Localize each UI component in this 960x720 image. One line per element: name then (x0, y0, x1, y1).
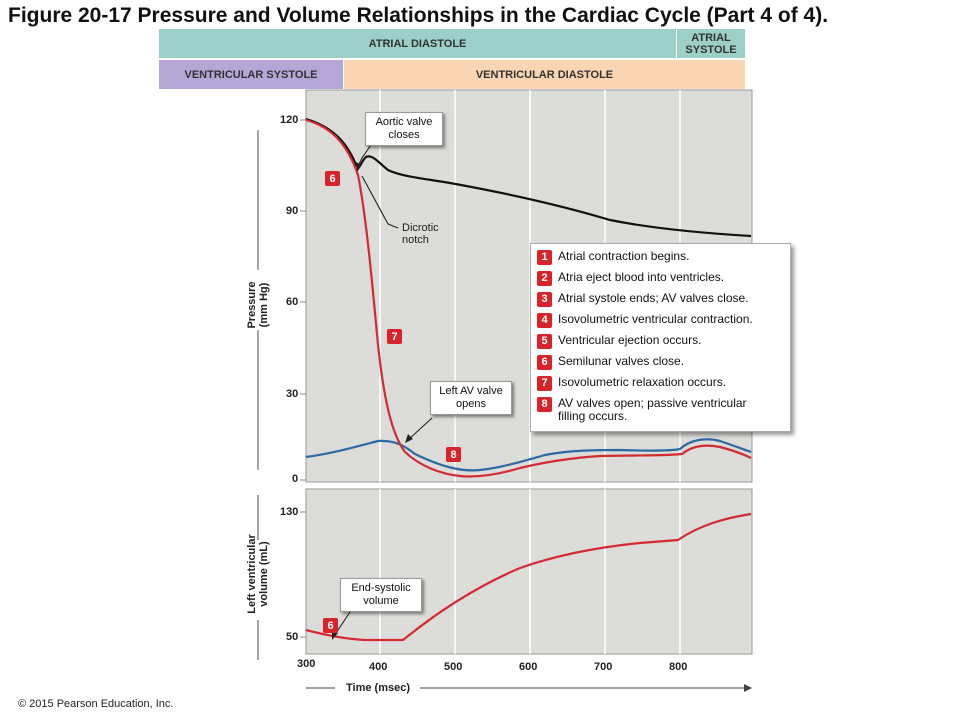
marker-8-pressure: 8 (446, 447, 461, 462)
volume-panel (305, 488, 753, 655)
time-axis-arrowhead (744, 684, 752, 692)
pressure-tick-30: 30 (286, 388, 299, 400)
band-atrial-diastole: ATRIAL DIASTOLE (159, 29, 676, 58)
time-tick-500: 500 (444, 661, 463, 673)
volume-tick-130: 130 (280, 506, 299, 518)
pressure-tick-120: 120 (280, 114, 299, 126)
legend-number-4: 4 (537, 313, 552, 328)
band-ventricular-systole: VENTRICULAR SYSTOLE (159, 60, 343, 89)
axis-title-rules (257, 130, 748, 689)
legend-item-7: 7 Isovolumetric relaxation occurs. (537, 376, 726, 391)
time-axis-title: Time (msec) (346, 682, 410, 694)
legend-text-6: Semilunar valves close. (558, 354, 685, 368)
pressure-tick-marks (300, 119, 306, 481)
pressure-tick-90: 90 (286, 205, 299, 217)
legend-number-1: 1 (537, 250, 552, 265)
volume-tick-50: 50 (286, 631, 299, 643)
time-tick-600: 600 (519, 661, 538, 673)
callout-aortic-valve-closes: Aortic valve closes (365, 112, 443, 146)
legend-text-1: Atrial contraction begins. (558, 249, 690, 263)
ventricular-pressure-curve (305, 118, 752, 478)
legend-number-7: 7 (537, 376, 552, 391)
legend-number-6: 6 (537, 355, 552, 370)
copyright-notice: © 2015 Pearson Education, Inc. (18, 698, 174, 710)
volume-axis-title: Left ventricular volume (mL) (246, 534, 270, 614)
legend-text-4: Isovolumetric ventricular contraction. (558, 312, 753, 326)
marker-6-volume: 6 (323, 618, 338, 633)
legend-item-5: 5 Ventricular ejection occurs. (537, 334, 701, 349)
time-tick-800: 800 (669, 661, 688, 673)
volume-tick-marks (300, 511, 306, 638)
legend-number-8: 8 (537, 397, 552, 412)
legend-text-5: Ventricular ejection occurs. (558, 333, 702, 347)
legend-text-8: AV valves open; passive ventricular fill… (558, 396, 747, 423)
volume-gridlines (379, 489, 681, 654)
pressure-axis-title: Pressure (mm Hg) (246, 281, 270, 329)
legend-text-3: Atrial systole ends; AV valves close. (558, 291, 749, 305)
legend-item-2: 2 Atria eject blood into ventricles. (537, 271, 724, 286)
time-tick-400: 400 (369, 661, 388, 673)
figure-title: Figure 20-17 Pressure and Volume Relatio… (8, 4, 829, 27)
phase-legend: 1 Atrial contraction begins. 2 Atria eject… (530, 243, 791, 432)
pressure-tick-0: 0 (292, 473, 299, 485)
legend-text-7: Isovolumetric relaxation occurs. (558, 375, 727, 389)
band-ventricular-diastole: VENTRICULAR DIASTOLE (344, 60, 745, 89)
legend-item-8: 8 AV valves open; passive ventricular fil… (537, 397, 777, 423)
legend-item-1: 1 Atrial contraction begins. (537, 250, 689, 265)
callout-end-systolic-volume: End-systolic volume (340, 578, 422, 612)
callout-left-av-valve-opens: Left AV valve opens (430, 381, 512, 415)
time-tick-700: 700 (594, 661, 613, 673)
legend-item-3: 3 Atrial systole ends; AV valves close. (537, 292, 749, 307)
pressure-tick-60: 60 (286, 296, 299, 308)
time-tick-300: 300 (297, 658, 316, 670)
ventricular-volume-curve (305, 512, 752, 642)
legend-text-2: Atria eject blood into ventricles. (558, 270, 725, 284)
marker-6-pressure: 6 (325, 171, 340, 186)
legend-item-4: 4 Isovolumetric ventricular contraction. (537, 313, 753, 328)
band-atrial-systole: ATRIAL SYSTOLE (677, 29, 745, 58)
aortic-pressure-curve (305, 117, 752, 238)
legend-number-5: 5 (537, 334, 552, 349)
marker-7-pressure: 7 (387, 329, 402, 344)
legend-number-3: 3 (537, 292, 552, 307)
legend-item-6: 6 Semilunar valves close. (537, 355, 684, 370)
atrial-pressure-curve (305, 438, 752, 472)
callout-dicrotic-notch: Dicrotic notch (402, 222, 439, 246)
legend-number-2: 2 (537, 271, 552, 286)
